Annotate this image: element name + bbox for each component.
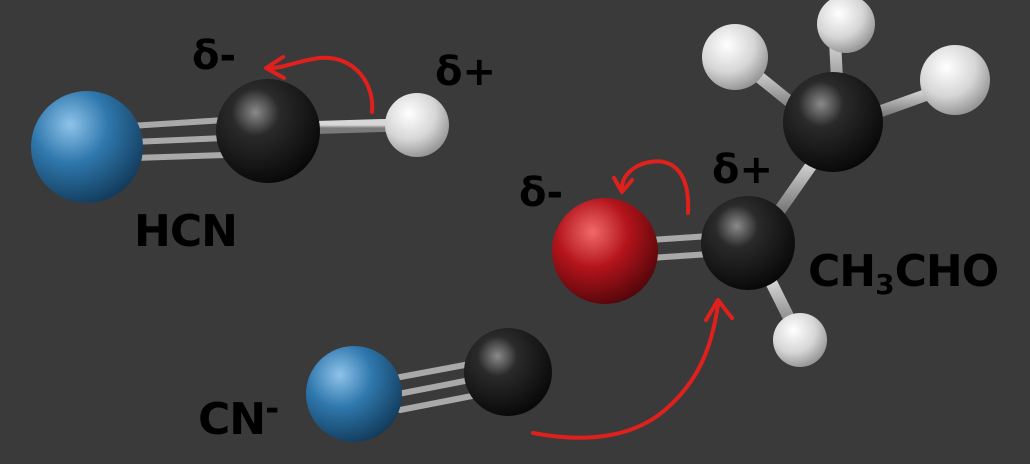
- hcn-molecule: [31, 79, 449, 203]
- cyanide-ion: [306, 328, 552, 442]
- hcn-carbon-partial-negative-label: δ-: [192, 33, 237, 79]
- carbonyl-carbon-atom: [701, 196, 795, 290]
- hcn-triple-bond: [127, 117, 228, 161]
- hcn-carbon-atom: [216, 79, 320, 183]
- aldehyde-hydrogen-atom: [773, 313, 827, 367]
- oxygen-partial-negative-label: δ-: [519, 170, 564, 216]
- cyanide-triple-bond: [392, 361, 475, 413]
- cyanide-formula-text: CN: [198, 394, 266, 445]
- oxygen-atom: [552, 198, 658, 304]
- methyl-carbon-atom: [783, 72, 883, 172]
- acetaldehyde-formula-part1: CH: [808, 246, 876, 297]
- acetaldehyde-formula-label: CH3CHO: [808, 250, 999, 301]
- cyanide-nitrogen-atom: [306, 346, 402, 442]
- hcn-electron-shift-arrow: [264, 55, 375, 114]
- hcn-hydrogen-partial-positive-label: δ+: [435, 49, 496, 95]
- acetaldehyde-formula-subscript: 3: [875, 268, 895, 301]
- methyl-hydrogen-atom-3: [920, 45, 990, 115]
- acetaldehyde-molecule: [552, 0, 990, 367]
- acetaldehyde-formula-part2: CHO: [894, 246, 1000, 297]
- cyanide-carbon-atom: [464, 328, 552, 416]
- methyl-hydrogen-atom-2: [817, 0, 875, 53]
- hcn-formula-label: HCN: [134, 206, 238, 257]
- carbonyl-carbon-partial-positive-label: δ+: [712, 147, 773, 193]
- cyanide-charge-superscript: -: [265, 389, 279, 429]
- curly-arrows: [264, 55, 734, 440]
- hcn-hydrogen-atom: [385, 93, 449, 157]
- cyanide-formula-label: CN-: [198, 389, 279, 445]
- carbonyl-electron-shift-arrow: [612, 159, 691, 215]
- nucleophilic-attack-arrow: [531, 298, 734, 440]
- hcn-nitrogen-atom: [31, 91, 143, 203]
- methyl-hydrogen-atom-1: [702, 24, 768, 90]
